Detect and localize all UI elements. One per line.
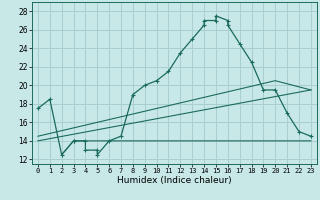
X-axis label: Humidex (Indice chaleur): Humidex (Indice chaleur) (117, 176, 232, 185)
